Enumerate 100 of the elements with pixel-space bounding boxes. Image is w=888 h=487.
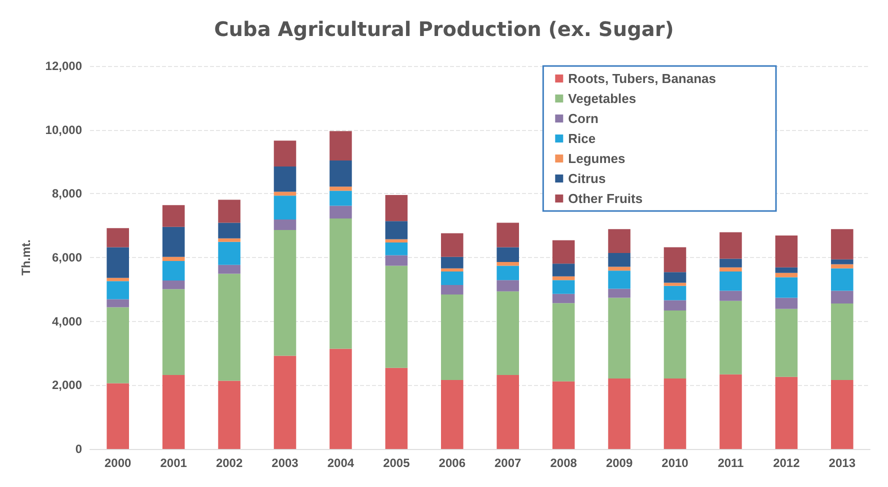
bar — [831, 268, 854, 291]
bar — [218, 264, 240, 274]
legend-label: Other Fruits — [568, 191, 643, 206]
x-tick-label: 2004 — [327, 456, 354, 470]
bar — [608, 270, 630, 289]
y-tick-label: 12,000 — [45, 59, 82, 73]
bar — [162, 261, 185, 280]
x-tick-label: 2002 — [216, 456, 243, 470]
x-tick-label: 2012 — [773, 456, 800, 470]
bar — [330, 160, 352, 187]
y-tick-label: 4,000 — [52, 314, 82, 328]
bar — [274, 220, 296, 230]
bar — [441, 268, 464, 272]
bar — [552, 303, 575, 382]
bar — [274, 196, 296, 220]
bar — [664, 286, 686, 300]
bar — [664, 378, 686, 449]
y-tick-label: 6,000 — [52, 250, 82, 264]
bar — [441, 233, 464, 257]
x-tick-label: 2005 — [383, 456, 410, 470]
bar — [664, 282, 686, 286]
y-tick-label: 10,000 — [45, 122, 82, 137]
bar — [775, 298, 798, 309]
bar — [162, 256, 185, 262]
bar — [775, 277, 798, 298]
bar — [106, 281, 129, 300]
bar — [664, 300, 686, 310]
bar — [162, 374, 185, 449]
bar — [552, 264, 575, 276]
bar — [831, 380, 854, 449]
bar — [162, 289, 185, 375]
x-tick-label: 2008 — [550, 456, 578, 470]
bar — [330, 218, 352, 349]
bar — [496, 280, 519, 292]
bar — [608, 266, 630, 271]
bar — [106, 307, 129, 384]
x-tick-label: 2011 — [718, 456, 744, 470]
bar — [831, 303, 854, 380]
bar — [385, 194, 408, 222]
chart-title: Cuba Agricultural Production (ex. Sugar) — [214, 17, 674, 41]
bar — [831, 259, 854, 264]
legend-label: Vegetables — [568, 91, 636, 106]
bar — [664, 310, 686, 378]
bar — [385, 255, 408, 266]
bar — [441, 294, 464, 380]
bar — [831, 290, 854, 304]
x-tick-label: 2007 — [494, 456, 522, 470]
bar — [330, 348, 352, 449]
x-tick-label: 2003 — [272, 456, 299, 470]
bar — [162, 205, 185, 227]
bar — [218, 274, 240, 381]
bar — [608, 378, 630, 449]
bar — [775, 235, 798, 268]
bar — [441, 284, 464, 295]
x-tick-label: 2000 — [104, 456, 132, 470]
legend-label: Roots, Tubers, Bananas — [568, 71, 716, 86]
bar — [274, 166, 296, 192]
bar — [330, 186, 352, 191]
bar — [106, 299, 129, 308]
bar — [330, 206, 352, 219]
bar — [664, 272, 686, 283]
bar — [720, 290, 742, 301]
bar — [441, 272, 464, 285]
bar — [552, 280, 575, 294]
bar — [775, 267, 798, 273]
bar — [330, 190, 352, 206]
bar — [218, 242, 240, 265]
x-tick-label: 2001 — [160, 456, 188, 470]
bar — [106, 247, 129, 278]
bar — [496, 222, 519, 248]
bar — [552, 294, 575, 304]
bar — [106, 228, 129, 248]
bar — [775, 308, 798, 377]
x-tick-label: 2013 — [828, 456, 856, 470]
bar — [496, 262, 519, 266]
bar — [441, 256, 464, 268]
x-tick-label: 2006 — [438, 456, 466, 470]
y-axis-title: Th.mt. — [19, 240, 33, 276]
bar — [720, 300, 742, 374]
bar — [385, 239, 408, 242]
bar — [441, 380, 464, 449]
bar — [274, 192, 296, 196]
legend-label: Legumes — [568, 151, 626, 166]
bar — [552, 276, 575, 280]
x-tick-label: 2010 — [662, 456, 689, 470]
bar — [552, 240, 575, 264]
bar — [720, 232, 742, 259]
x-tick-label: 2009 — [606, 456, 633, 470]
bar — [385, 368, 408, 449]
bar — [496, 266, 519, 280]
bar — [330, 131, 352, 160]
bar — [385, 242, 408, 256]
bar — [106, 383, 129, 449]
bar — [608, 253, 630, 267]
bar — [775, 272, 798, 278]
bar — [274, 140, 296, 167]
bar — [775, 376, 798, 449]
bar — [274, 356, 296, 449]
y-tick-label: 0 — [75, 442, 82, 456]
bar — [162, 280, 185, 290]
